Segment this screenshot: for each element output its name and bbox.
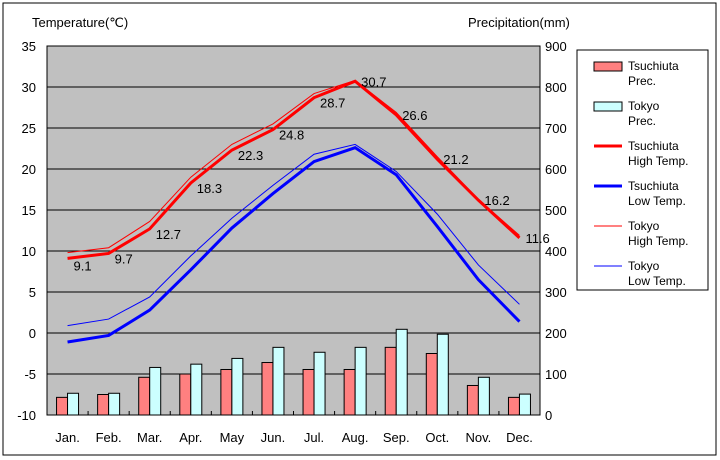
data-label: 11.6 bbox=[525, 231, 549, 246]
temp-line bbox=[67, 79, 521, 260]
left-axis-title: Temperature(℃) bbox=[32, 15, 128, 30]
data-label: 9.7 bbox=[115, 251, 133, 266]
right-tick-label: 900 bbox=[545, 39, 567, 54]
right-tick-label: 300 bbox=[545, 285, 567, 300]
precip-bar bbox=[149, 366, 162, 416]
temp-line bbox=[67, 146, 521, 344]
precip-bar bbox=[67, 392, 80, 416]
month-label: Mar. bbox=[137, 430, 162, 445]
right-tick-label: 200 bbox=[545, 326, 567, 341]
precip-bar bbox=[179, 373, 192, 416]
right-tick-label: 600 bbox=[545, 162, 567, 177]
right-tick-label: 700 bbox=[545, 121, 567, 136]
legend-box bbox=[576, 49, 709, 291]
legend-swatch bbox=[593, 61, 623, 72]
precip-bar bbox=[261, 362, 274, 416]
data-label: 26.6 bbox=[402, 108, 427, 123]
legend-label: Prec. bbox=[628, 114, 656, 128]
month-label: May bbox=[220, 430, 245, 445]
left-tick-label: 35 bbox=[22, 39, 36, 54]
left-tick-label: -10 bbox=[17, 408, 36, 423]
precip-bar bbox=[97, 394, 110, 416]
month-label: Oct. bbox=[425, 430, 449, 445]
month-label: Feb. bbox=[96, 430, 122, 445]
legend-label: Tokyo bbox=[628, 259, 660, 273]
precip-bar bbox=[466, 384, 479, 416]
precip-bar bbox=[395, 328, 408, 416]
data-label: 22.3 bbox=[238, 148, 263, 163]
month-label: Sep. bbox=[383, 430, 410, 445]
precip-bar bbox=[108, 392, 121, 416]
left-tick-label: 20 bbox=[22, 162, 36, 177]
data-label: 24.8 bbox=[279, 128, 304, 143]
left-tick-label: -5 bbox=[24, 367, 36, 382]
month-label: Jul. bbox=[304, 430, 324, 445]
precip-bar bbox=[384, 346, 397, 416]
right-tick-label: 400 bbox=[545, 244, 567, 259]
data-label: 30.7 bbox=[361, 74, 386, 89]
precip-bar bbox=[190, 363, 203, 416]
precip-bar bbox=[56, 396, 69, 416]
precip-bar bbox=[138, 376, 151, 416]
data-label: 9.1 bbox=[74, 258, 92, 273]
legend-label: Tsuchiuta bbox=[628, 139, 679, 153]
precip-bar bbox=[343, 368, 356, 416]
legend-label: High Temp. bbox=[628, 234, 688, 248]
precip-bar bbox=[354, 346, 367, 416]
left-tick-label: 0 bbox=[29, 326, 36, 341]
month-label: Jan. bbox=[55, 430, 80, 445]
left-tick-label: 15 bbox=[22, 203, 36, 218]
left-tick-label: 10 bbox=[22, 244, 36, 259]
data-label: 28.7 bbox=[320, 96, 345, 111]
precip-bar bbox=[220, 368, 233, 416]
right-tick-label: 800 bbox=[545, 80, 567, 95]
precip-bar bbox=[272, 346, 285, 416]
temp-line bbox=[67, 79, 520, 254]
right-tick-label: 100 bbox=[545, 367, 567, 382]
plot-area bbox=[46, 45, 541, 416]
precip-bar bbox=[507, 396, 520, 416]
legend-label: Low Temp. bbox=[628, 274, 686, 288]
temp-line bbox=[67, 143, 520, 327]
month-label: Aug. bbox=[342, 430, 369, 445]
data-label: 21.2 bbox=[443, 152, 468, 167]
data-label: 18.3 bbox=[197, 181, 222, 196]
left-tick-label: 25 bbox=[22, 121, 36, 136]
left-tick-label: 5 bbox=[29, 285, 36, 300]
legend-label: Prec. bbox=[628, 74, 656, 88]
legend-label: Tokyo bbox=[628, 99, 660, 113]
precip-bar bbox=[231, 357, 244, 416]
data-label: 12.7 bbox=[156, 227, 181, 242]
right-axis-title: Precipitation(mm) bbox=[468, 15, 570, 30]
month-label: Dec. bbox=[506, 430, 533, 445]
month-label: Apr. bbox=[179, 430, 202, 445]
precip-bar bbox=[302, 368, 315, 416]
data-label: 16.2 bbox=[484, 193, 509, 208]
right-tick-label: 0 bbox=[545, 408, 552, 423]
precip-bar bbox=[313, 351, 326, 416]
legend-label: Tokyo bbox=[628, 219, 660, 233]
legend-label: Tsuchiuta bbox=[628, 59, 679, 73]
precip-bar bbox=[518, 393, 531, 416]
legend-label: High Temp. bbox=[628, 154, 688, 168]
month-label: Nov. bbox=[465, 430, 491, 445]
right-tick-label: 500 bbox=[545, 203, 567, 218]
precip-bar bbox=[477, 376, 490, 416]
month-label: Jun. bbox=[261, 430, 286, 445]
legend-label: Tsuchiuta bbox=[628, 179, 679, 193]
precip-bar bbox=[425, 353, 438, 416]
left-tick-label: 30 bbox=[22, 80, 36, 95]
precip-bar bbox=[436, 333, 449, 416]
legend-label: Low Temp. bbox=[628, 194, 686, 208]
legend-swatch bbox=[593, 101, 623, 112]
